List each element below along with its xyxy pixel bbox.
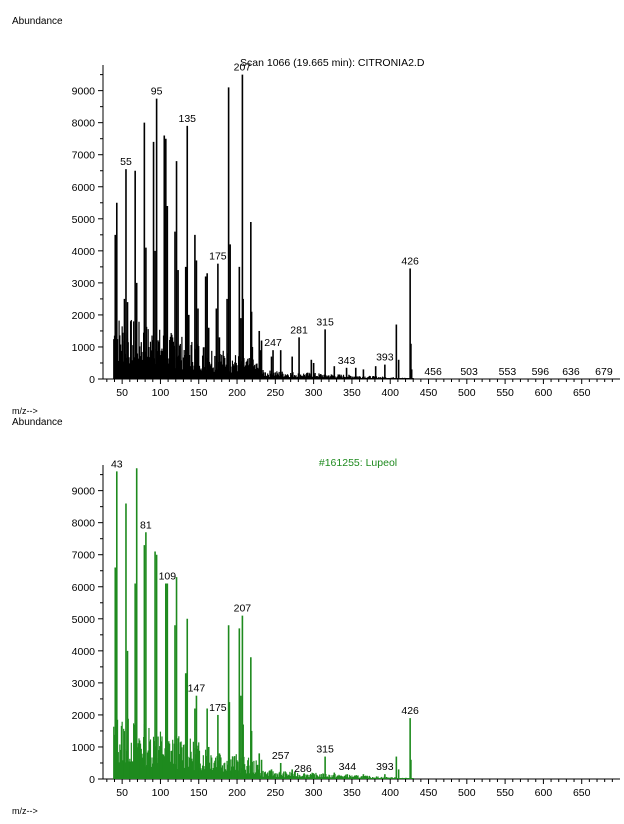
peak-label: 175 — [209, 702, 227, 714]
x-tick-label: 450 — [420, 787, 438, 799]
y-tick-label: 4000 — [72, 246, 96, 258]
y-tick-label: 9000 — [72, 86, 96, 98]
y-tick-label: 8000 — [72, 518, 96, 530]
peak-label: 55 — [120, 156, 132, 168]
axis-label-abundance-bottom: Abundance — [12, 417, 63, 428]
peak-label: 281 — [290, 324, 308, 336]
x-tick-label: 650 — [573, 387, 591, 399]
x-tick-label: 100 — [152, 787, 170, 799]
x-tick-label: 250 — [267, 787, 285, 799]
peak-label: 679 — [595, 366, 613, 378]
y-tick-label: 1000 — [72, 742, 96, 754]
peak-label: 393 — [376, 352, 394, 364]
peak-label: 286 — [294, 763, 312, 775]
peak-label: 43 — [111, 458, 123, 470]
axis-label-abundance-top: Abundance — [12, 16, 63, 27]
y-tick-label: 9000 — [72, 486, 96, 498]
y-tick-label: 2000 — [72, 710, 96, 722]
y-tick-label: 5000 — [72, 614, 96, 626]
spectrum-title: #161255: Lupeol — [319, 457, 397, 469]
x-tick-label: 150 — [190, 787, 208, 799]
peak-label: 426 — [401, 255, 419, 267]
x-tick-label: 100 — [152, 387, 170, 399]
peak-label: 95 — [151, 86, 163, 98]
peak-label: 135 — [178, 113, 196, 125]
spectrum-title: Scan 1066 (19.665 min): CITRONIA2.D — [240, 57, 425, 69]
peak-label: 596 — [532, 366, 550, 378]
x-tick-label: 600 — [535, 787, 553, 799]
y-tick-label: 0 — [89, 374, 95, 386]
x-tick-label: 500 — [458, 387, 476, 399]
peak-label: 343 — [338, 355, 356, 367]
peak-label: 81 — [140, 519, 152, 531]
y-tick-label: 0 — [89, 774, 95, 786]
peak-label: 109 — [159, 571, 177, 583]
x-tick-label: 50 — [116, 787, 128, 799]
x-tick-label: 150 — [190, 387, 208, 399]
y-tick-label: 8000 — [72, 118, 96, 130]
y-tick-label: 3000 — [72, 678, 96, 690]
x-tick-label: 300 — [305, 787, 323, 799]
y-tick-label: 6000 — [72, 582, 96, 594]
peak-label: 207 — [234, 603, 252, 615]
peak-label: 393 — [376, 761, 394, 773]
spectrum-panel-0: 50 100 150 200 250 300 350 400 450 500 550 600 650 0 1… — [72, 57, 620, 399]
x-tick-label: 650 — [573, 787, 591, 799]
peak-label: 426 — [401, 705, 419, 717]
peak-label: 147 — [188, 683, 206, 695]
axis-label-mz-bottom: m/z--> — [12, 806, 38, 816]
x-tick-label: 550 — [496, 387, 514, 399]
x-tick-label: 350 — [343, 787, 361, 799]
y-tick-label: 2000 — [72, 310, 96, 322]
y-tick-label: 6000 — [72, 182, 96, 194]
peak-label: 315 — [316, 316, 334, 328]
x-tick-label: 350 — [343, 387, 361, 399]
y-tick-label: 7000 — [72, 150, 96, 162]
y-tick-label: 7000 — [72, 550, 96, 562]
x-tick-label: 600 — [535, 387, 553, 399]
x-tick-label: 450 — [420, 387, 438, 399]
peak-label: 636 — [562, 366, 580, 378]
y-tick-label: 4000 — [72, 646, 96, 658]
axis-label-mz-top: m/z--> — [12, 406, 38, 416]
x-tick-label: 500 — [458, 787, 476, 799]
spectrum-panel-1: 50 100 150 200 250 300 350 400 450 500 550 600 650 0 1… — [72, 457, 620, 799]
peak-label: 503 — [460, 366, 478, 378]
y-tick-label: 1000 — [72, 342, 96, 354]
peak-label: 344 — [339, 761, 357, 773]
x-tick-label: 300 — [305, 387, 323, 399]
peak-label: 247 — [264, 337, 282, 349]
peak-label: 175 — [209, 251, 227, 263]
x-tick-label: 50 — [116, 387, 128, 399]
x-tick-label: 250 — [267, 387, 285, 399]
peak-label: 553 — [499, 366, 517, 378]
x-tick-label: 400 — [381, 387, 399, 399]
x-tick-label: 550 — [496, 787, 514, 799]
x-tick-label: 400 — [381, 787, 399, 799]
peak-label: 207 — [234, 62, 252, 74]
x-tick-label: 200 — [228, 387, 246, 399]
y-tick-label: 3000 — [72, 278, 96, 290]
peak-label: 456 — [424, 366, 442, 378]
peak-label: 315 — [316, 744, 334, 756]
y-tick-label: 5000 — [72, 214, 96, 226]
x-tick-label: 200 — [228, 787, 246, 799]
peak-label: 257 — [272, 750, 290, 762]
